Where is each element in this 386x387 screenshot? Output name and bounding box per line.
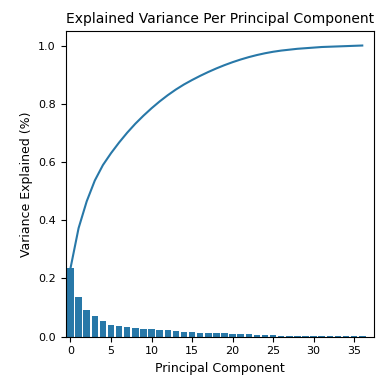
Bar — [270, 335, 276, 337]
Bar — [132, 328, 139, 337]
Bar — [237, 334, 244, 337]
Bar — [67, 268, 74, 337]
Bar — [83, 310, 90, 337]
Bar — [229, 334, 236, 337]
Bar — [286, 336, 293, 337]
Bar — [302, 336, 309, 337]
Bar — [189, 332, 195, 337]
Bar — [197, 332, 203, 337]
Bar — [108, 325, 114, 337]
Bar — [318, 336, 325, 337]
Bar — [173, 331, 179, 337]
Bar — [140, 329, 147, 337]
Bar — [262, 335, 268, 337]
Bar — [221, 334, 228, 337]
Bar — [278, 336, 284, 337]
Bar — [254, 335, 260, 337]
Bar — [148, 329, 155, 337]
Bar — [181, 332, 187, 337]
Bar — [91, 316, 98, 337]
X-axis label: Principal Component: Principal Component — [155, 362, 285, 375]
Bar — [124, 327, 130, 337]
Bar — [164, 330, 171, 337]
Bar — [100, 321, 106, 337]
Bar — [156, 330, 163, 337]
Bar — [310, 336, 317, 337]
Bar — [294, 336, 301, 337]
Bar — [75, 296, 82, 337]
Bar — [116, 326, 122, 337]
Bar — [245, 334, 252, 337]
Title: Explained Variance Per Principal Component: Explained Variance Per Principal Compone… — [66, 12, 374, 26]
Bar — [213, 333, 220, 337]
Bar — [205, 333, 212, 337]
Y-axis label: Variance Explained (%): Variance Explained (%) — [20, 111, 32, 257]
